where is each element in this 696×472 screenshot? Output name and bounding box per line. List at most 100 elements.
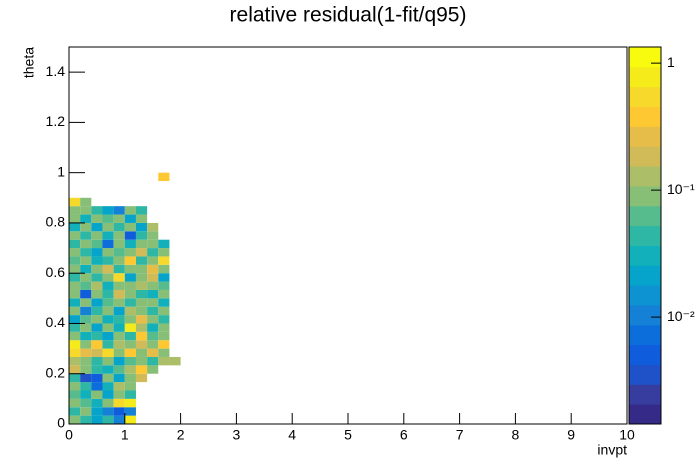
- heatmap-cell: [124, 273, 136, 282]
- heatmap-cell: [102, 273, 114, 282]
- heatmap-cell: [69, 415, 81, 424]
- heatmap-cell: [124, 390, 136, 399]
- color-bar-band: [629, 304, 661, 326]
- heatmap-cell: [158, 256, 170, 265]
- heatmap-cell: [124, 315, 136, 324]
- heatmap-cell: [158, 306, 170, 316]
- heatmap-cell: [102, 340, 114, 349]
- heatmap-cell: [124, 231, 136, 240]
- heatmap-cell: [113, 306, 125, 316]
- heatmap-cell: [69, 264, 81, 274]
- color-bar-band: [629, 205, 661, 227]
- heatmap-cell: [135, 315, 148, 324]
- heatmap-cell: [113, 239, 125, 249]
- heatmap-cell: [80, 289, 92, 299]
- x-tick-label: 2: [177, 427, 185, 443]
- color-bar-band: [629, 285, 661, 306]
- heatmap-cell: [147, 365, 159, 374]
- heatmap-cell: [91, 382, 103, 391]
- heatmap-cell: [135, 289, 148, 299]
- heatmap-cell: [124, 222, 136, 232]
- heatmap-cell: [69, 407, 81, 416]
- heatmap-cell: [80, 315, 92, 324]
- heatmap-cell: [147, 281, 159, 290]
- heatmap-cell: [69, 298, 81, 307]
- heatmap-cell: [135, 348, 148, 357]
- heatmap-cell: [147, 289, 159, 299]
- heatmap-cell: [80, 222, 92, 232]
- heatmap-cell: [69, 222, 81, 232]
- heatmap-cell: [91, 256, 103, 265]
- heatmap-cell: [69, 306, 81, 316]
- heatmap-cell: [113, 256, 125, 265]
- heatmap-cell: [102, 407, 114, 416]
- heatmap-cell: [124, 398, 136, 408]
- heatmap-cell: [80, 197, 92, 207]
- heatmap-cell: [113, 340, 125, 349]
- heatmap-cell: [69, 248, 81, 257]
- heatmap-cell: [91, 248, 103, 257]
- x-tick-label: 5: [344, 427, 352, 443]
- heatmap-cell: [80, 248, 92, 257]
- heatmap-cell: [91, 373, 103, 383]
- heatmap-cell: [102, 348, 114, 357]
- heatmap-cell: [147, 323, 159, 332]
- heatmap-cell: [135, 231, 148, 240]
- heatmap-cell: [135, 340, 148, 349]
- heatmap-cell: [80, 306, 92, 316]
- heatmap-cell: [102, 323, 114, 332]
- heatmap-cell: [69, 365, 81, 374]
- heatmap-cell: [135, 373, 148, 383]
- heatmap-cell: [124, 281, 136, 290]
- heatmap-cell: [158, 298, 170, 307]
- heatmap-cell: [80, 256, 92, 265]
- heatmap-cell: [147, 306, 159, 316]
- heatmap-cell: [69, 206, 81, 215]
- heatmap-cell: [69, 197, 81, 207]
- heatmap-cell: [124, 206, 136, 215]
- color-bar-band: [629, 146, 661, 167]
- heatmap-cell: [102, 231, 114, 240]
- color-bar-band: [629, 404, 661, 425]
- y-tick-label: 1: [57, 163, 65, 179]
- heatmap-cell: [80, 264, 92, 274]
- heatmap-cell: [147, 256, 159, 265]
- heatmap-cell: [124, 340, 136, 349]
- x-tick-label: 0: [65, 427, 73, 443]
- y-tick-label: 0.6: [46, 264, 66, 280]
- heatmap-cell: [69, 256, 81, 265]
- heatmap-cell: [124, 348, 136, 357]
- heatmap-cell: [147, 331, 159, 341]
- z-tick-label: 1: [667, 54, 675, 70]
- heatmap-cell: [147, 222, 159, 232]
- heatmap-cell: [80, 415, 92, 424]
- heatmap-cell: [135, 298, 148, 307]
- heatmap-cell: [113, 415, 125, 424]
- heatmap-cell: [158, 289, 170, 299]
- x-tick-label: 4: [288, 427, 296, 443]
- heatmap-cell: [80, 206, 92, 215]
- color-bar-band: [629, 66, 661, 88]
- heatmap-cell: [135, 256, 148, 265]
- heatmap-cell: [91, 407, 103, 416]
- heatmap-cell: [91, 323, 103, 332]
- heatmap-cell: [80, 273, 92, 282]
- heatmap-cell: [69, 315, 81, 324]
- heatmap-cell: [69, 281, 81, 290]
- heatmap-cell: [80, 398, 92, 408]
- heatmap-cell: [124, 382, 136, 391]
- heatmap-cell: [113, 264, 125, 274]
- heatmap-cell: [80, 373, 92, 383]
- heatmap-cell: [113, 222, 125, 232]
- heatmap-cell: [113, 331, 125, 341]
- color-bar-band: [629, 384, 661, 405]
- heatmap-cell: [91, 340, 103, 349]
- heatmap-cell: [80, 231, 92, 240]
- y-tick-label: 0.8: [46, 214, 66, 230]
- heatmap-cell: [91, 365, 103, 374]
- heatmap-cell: [102, 248, 114, 257]
- heatmap-cell: [91, 390, 103, 399]
- heatmap-cell: [147, 356, 159, 366]
- heatmap-cell: [135, 206, 148, 215]
- heatmap-cell: [91, 264, 103, 274]
